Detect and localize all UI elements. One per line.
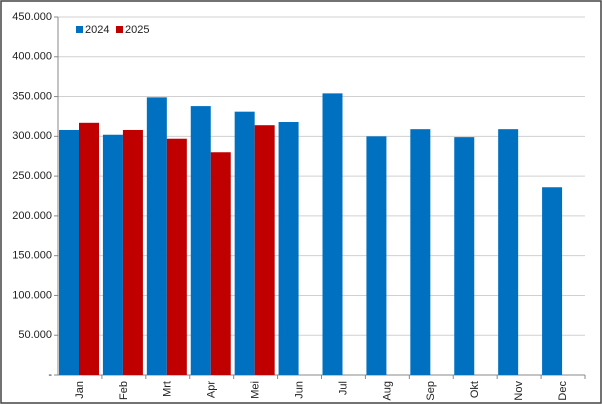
bar — [322, 93, 343, 375]
x-tick-label: Aug — [381, 381, 393, 401]
x-tick-label: Jan — [74, 381, 86, 399]
x-tick-label: Sep — [425, 381, 437, 401]
bar — [278, 122, 299, 375]
x-tick-label: Mei — [250, 381, 262, 399]
x-tick-label: Mrt — [162, 381, 174, 397]
bar — [102, 134, 123, 375]
y-tick-label: 250.000 — [12, 170, 52, 182]
x-tick-label: Jul — [337, 381, 349, 395]
bar — [254, 125, 275, 375]
y-tick-label: 50.000 — [18, 329, 52, 341]
x-tick-label: Apr — [206, 381, 218, 398]
bar — [542, 187, 563, 375]
bar — [498, 129, 519, 375]
y-tick-label: 300.000 — [12, 130, 52, 142]
bar — [410, 129, 431, 375]
bar — [146, 97, 167, 376]
x-tick-label: Okt — [469, 381, 481, 398]
bar — [234, 111, 255, 375]
y-tick-label: 400.000 — [12, 51, 52, 63]
legend-swatch — [76, 26, 83, 33]
y-tick-label: 450.000 — [12, 11, 52, 23]
y-tick-label: 100.000 — [12, 289, 52, 301]
bar — [59, 129, 79, 375]
bar — [210, 152, 231, 375]
y-tick-label: 350.000 — [12, 90, 52, 102]
legend-swatch — [116, 26, 123, 33]
bar — [79, 122, 99, 375]
bar — [122, 129, 143, 375]
bar — [190, 106, 211, 375]
y-tick-label: - — [48, 369, 52, 381]
y-tick-label: 150.000 — [12, 250, 52, 262]
legend-label: 2025 — [125, 24, 149, 36]
bar — [454, 137, 475, 375]
x-tick-label: Jun — [293, 381, 305, 399]
x-tick-label: Nov — [513, 381, 525, 401]
legend-label: 2024 — [85, 24, 109, 36]
x-tick-label: Feb — [118, 381, 130, 400]
x-tick-label: Dec — [557, 381, 569, 401]
bar — [366, 136, 387, 375]
y-tick-label: 200.000 — [12, 210, 52, 222]
bar — [166, 138, 187, 375]
